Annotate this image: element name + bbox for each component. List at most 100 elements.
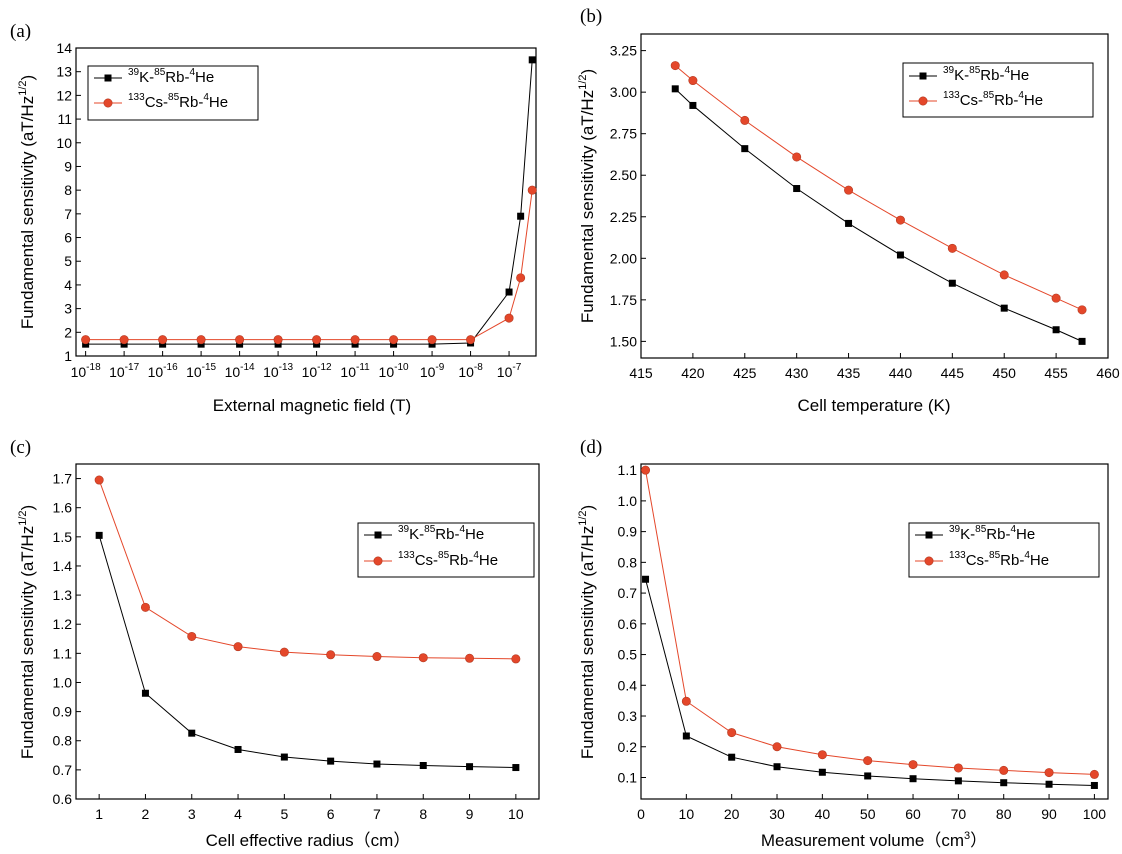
x-tick-label: 10-7 <box>497 362 522 380</box>
legend-label: 133Cs-85Rb-4He <box>128 92 228 111</box>
marker-circle <box>924 556 934 566</box>
marker-square <box>845 219 853 227</box>
y-axis-title: Fundamental sensitivity (aT/Hz1/2) <box>17 75 37 329</box>
y-tick-label: 1.75 <box>610 292 637 308</box>
y-tick-label: 4 <box>64 277 72 293</box>
y-tick-label: 0.2 <box>618 739 638 755</box>
legend-label: 133Cs-85Rb-4He <box>949 550 1049 569</box>
x-tick-label: 0 <box>637 806 645 822</box>
y-tick-label: 0.9 <box>53 704 73 720</box>
legend-box <box>357 522 535 578</box>
series-cs-rb-he <box>94 475 521 664</box>
marker-square <box>188 729 196 737</box>
marker-circle <box>817 750 827 760</box>
y-tick-label: 3.00 <box>610 84 637 100</box>
series-cs-rb-he <box>670 61 1087 315</box>
marker-square <box>505 288 513 296</box>
y-tick-label: 1.6 <box>53 500 73 516</box>
x-tick-label: 10-16 <box>148 362 178 380</box>
marker-circle <box>312 335 322 345</box>
y-tick-label: 12 <box>56 87 72 103</box>
y-tick-label: 13 <box>56 64 72 80</box>
x-tick-label: 420 <box>681 365 705 381</box>
x-tick-label: 90 <box>1041 806 1057 822</box>
x-tick-label: 30 <box>769 806 785 822</box>
marker-circle <box>511 654 521 664</box>
x-tick-label: 445 <box>941 365 965 381</box>
x-axis-title: Measurement volume（cm3） <box>761 830 987 850</box>
marker-square <box>82 340 90 348</box>
series-k-rb-he <box>642 575 1098 789</box>
y-tick-label: 11 <box>57 111 72 127</box>
y-tick-label: 0.1 <box>618 769 638 785</box>
legend-label: 39K-85Rb-4He <box>943 65 1029 84</box>
legend: 39K-85Rb-4He 133Cs-85Rb-4He <box>357 522 535 578</box>
series-line <box>98 535 516 769</box>
marker-circle <box>372 652 382 662</box>
marker-square <box>159 340 167 348</box>
marker-square <box>728 753 736 761</box>
marker-circle <box>373 556 383 566</box>
x-tick-label: 10-12 <box>302 362 332 380</box>
marker-circle <box>103 98 113 108</box>
x-tick-label: 10-18 <box>71 362 101 380</box>
marker-square <box>741 145 749 153</box>
legend-box <box>902 62 1094 118</box>
y-tick-label: 3.25 <box>610 43 637 59</box>
marker-circle <box>1077 305 1087 315</box>
marker-circle <box>953 763 963 773</box>
marker-circle <box>670 61 680 71</box>
marker-circle <box>466 335 476 345</box>
series-line <box>85 59 533 345</box>
marker-circle <box>81 335 91 345</box>
y-axis-title: Fundamental sensitivity (aT/Hz1/2) <box>577 505 597 759</box>
marker-square <box>642 575 650 583</box>
x-tick-label: 435 <box>837 365 861 381</box>
marker-square <box>327 757 335 765</box>
marker-square <box>120 340 128 348</box>
marker-square <box>793 185 801 193</box>
marker-square <box>104 74 112 82</box>
marker-square <box>528 56 536 64</box>
y-tick-label: 1 <box>64 348 72 364</box>
x-tick-label: 80 <box>996 806 1012 822</box>
y-tick-label: 14 <box>56 40 72 56</box>
x-tick-label: 5 <box>280 806 288 822</box>
marker-circle <box>740 115 750 125</box>
series-line <box>645 579 1095 786</box>
marker-circle <box>999 270 1009 280</box>
marker-circle <box>187 631 197 641</box>
x-tick-label: 10-17 <box>109 362 139 380</box>
y-tick-label: 1.2 <box>53 616 73 632</box>
series-cs-rb-he <box>81 185 537 345</box>
marker-square <box>351 340 359 348</box>
marker-square <box>313 340 321 348</box>
x-tick-label: 10-13 <box>263 362 293 380</box>
marker-circle <box>504 313 514 323</box>
x-tick-label: 10-11 <box>340 362 370 380</box>
marker-circle <box>999 765 1009 775</box>
marker-circle <box>94 475 104 485</box>
marker-circle <box>427 335 437 345</box>
y-tick-label: 1.3 <box>53 587 73 603</box>
x-tick-label: 10-10 <box>379 362 409 380</box>
marker-square <box>274 340 282 348</box>
marker-square <box>925 531 933 539</box>
marker-circle <box>235 335 245 345</box>
legend-box <box>87 65 259 121</box>
marker-circle <box>792 152 802 162</box>
y-tick-label: 2.50 <box>610 167 637 183</box>
y-tick-label: 0.9 <box>618 524 638 540</box>
legend: 39K-85Rb-4He 133Cs-85Rb-4He <box>908 522 1100 578</box>
chart-panel-c: (c) 0.6 0.7 0.8 0.9 1.0 1.1 1.2 1.3 1.4 1.5 1.6 1.7 1… <box>10 437 540 850</box>
legend-box <box>908 522 1100 578</box>
plot-frame <box>640 463 1109 800</box>
panel-label: (c) <box>10 437 31 458</box>
marker-circle <box>516 273 526 283</box>
y-tick-label: 6 <box>64 230 72 246</box>
x-tick-label: 1 <box>95 806 103 822</box>
marker-circle <box>688 76 698 86</box>
marker-square <box>773 763 781 771</box>
marker-circle <box>418 653 428 663</box>
y-tick-label: 10 <box>56 135 72 151</box>
